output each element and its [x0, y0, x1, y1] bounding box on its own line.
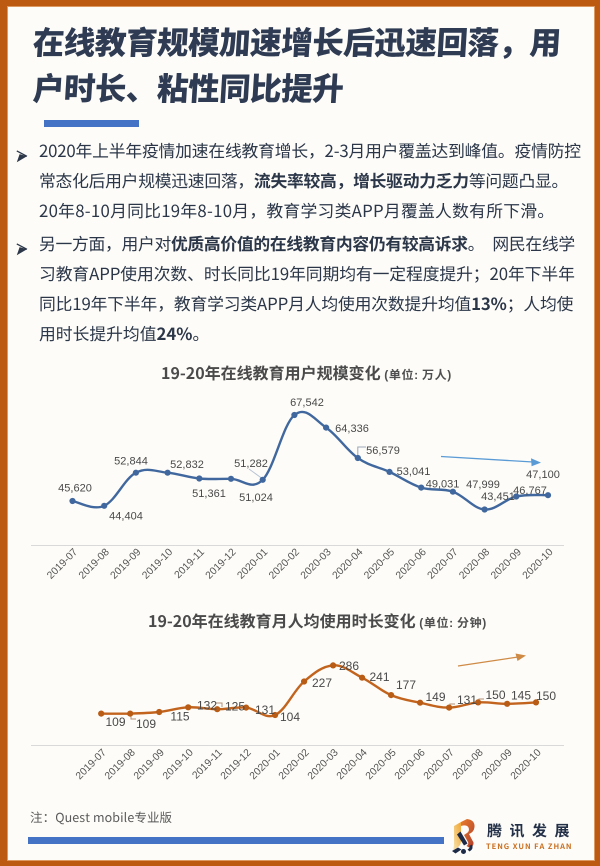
svg-text:2020-02: 2020-02 [267, 547, 302, 582]
svg-text:2019-07: 2019-07 [45, 547, 80, 582]
svg-text:2019-11: 2019-11 [173, 547, 207, 581]
svg-text:2020-07: 2020-07 [426, 547, 461, 582]
svg-text:2020-08: 2020-08 [457, 547, 492, 582]
svg-text:241: 241 [369, 670, 389, 684]
svg-text:2019-08: 2019-08 [103, 747, 138, 782]
svg-text:2020-06: 2020-06 [393, 747, 428, 782]
svg-text:52,844: 52,844 [114, 455, 148, 467]
svg-text:2020-07: 2020-07 [422, 747, 457, 782]
svg-text:115: 115 [170, 710, 189, 724]
svg-text:53,041: 53,041 [397, 466, 431, 478]
svg-text:125: 125 [225, 700, 245, 714]
svg-text:47,999: 47,999 [466, 479, 500, 491]
svg-text:43,451: 43,451 [481, 491, 515, 503]
svg-text:2020-04: 2020-04 [335, 747, 370, 782]
svg-text:104: 104 [280, 710, 300, 724]
svg-text:2020-10: 2020-10 [521, 547, 556, 582]
svg-text:2019-12: 2019-12 [219, 747, 254, 782]
svg-text:109: 109 [105, 715, 125, 729]
svg-text:2020-10: 2020-10 [509, 747, 544, 782]
svg-text:51,024: 51,024 [239, 492, 273, 504]
svg-text:286: 286 [339, 659, 359, 673]
svg-text:2019-10: 2019-10 [161, 747, 196, 782]
svg-text:2019-07: 2019-07 [74, 747, 109, 782]
svg-text:145: 145 [511, 689, 531, 703]
svg-text:44,404: 44,404 [109, 510, 143, 522]
svg-text:51,282: 51,282 [234, 458, 268, 470]
svg-text:150: 150 [485, 688, 505, 702]
svg-text:131: 131 [457, 693, 477, 707]
svg-text:2020-01: 2020-01 [248, 747, 283, 782]
svg-text:2020-01: 2020-01 [236, 547, 271, 582]
svg-text:2020-04: 2020-04 [331, 547, 366, 582]
svg-text:109: 109 [136, 717, 156, 731]
svg-text:150: 150 [536, 689, 556, 703]
svg-text:132: 132 [197, 699, 217, 713]
svg-text:2019-09: 2019-09 [109, 547, 144, 582]
svg-text:131: 131 [255, 703, 275, 717]
svg-text:227: 227 [312, 676, 332, 690]
svg-text:2019-12: 2019-12 [204, 547, 239, 582]
svg-text:47,100: 47,100 [526, 469, 560, 481]
svg-text:45,620: 45,620 [58, 482, 92, 494]
svg-text:2020-08: 2020-08 [451, 747, 486, 782]
svg-text:177: 177 [396, 678, 416, 692]
svg-text:2019-10: 2019-10 [140, 547, 175, 582]
svg-text:2020-06: 2020-06 [394, 547, 429, 582]
svg-text:2020-03: 2020-03 [306, 747, 341, 782]
svg-text:149: 149 [425, 690, 445, 704]
svg-text:2020-05: 2020-05 [364, 747, 399, 782]
svg-text:52,832: 52,832 [170, 459, 204, 471]
svg-text:51,361: 51,361 [192, 488, 226, 500]
svg-text:56,579: 56,579 [366, 445, 400, 457]
svg-text:67,542: 67,542 [290, 397, 324, 409]
svg-text:2020-09: 2020-09 [489, 547, 524, 582]
svg-text:2019-09: 2019-09 [132, 747, 167, 782]
svg-text:2020-03: 2020-03 [299, 547, 334, 582]
svg-text:2020-09: 2020-09 [480, 747, 515, 782]
svg-text:46,767: 46,767 [513, 485, 547, 497]
svg-text:2019-08: 2019-08 [77, 547, 112, 582]
svg-text:2020-05: 2020-05 [362, 547, 397, 582]
svg-text:49,031: 49,031 [426, 479, 460, 491]
svg-text:2020-02: 2020-02 [277, 747, 312, 782]
svg-text:64,336: 64,336 [335, 423, 369, 435]
